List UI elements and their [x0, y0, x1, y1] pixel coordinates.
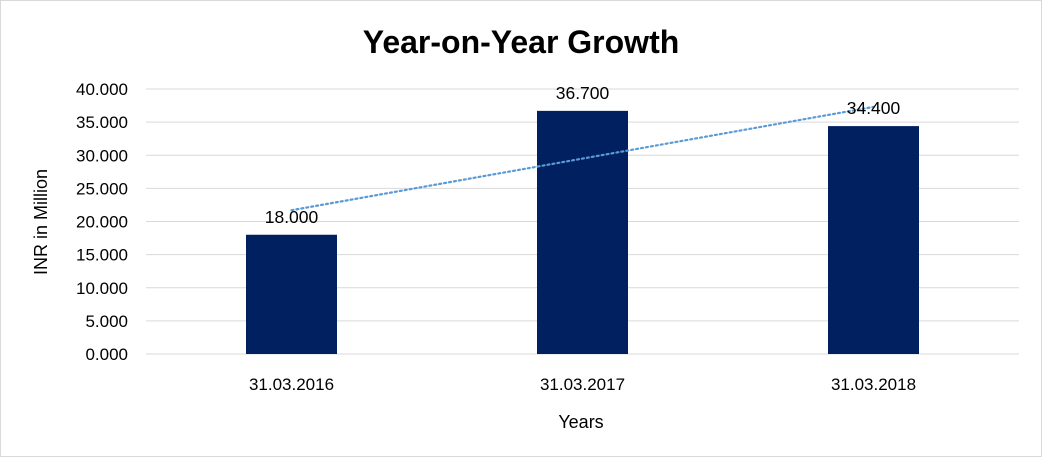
y-tick-label: 20.000 — [76, 213, 128, 232]
y-tick-label: 5.000 — [85, 312, 128, 331]
y-tick-label: 15.000 — [76, 246, 128, 265]
y-tick-label: 35.000 — [76, 113, 128, 132]
data-label: 34.400 — [847, 98, 901, 118]
y-tick-label: 0.000 — [85, 345, 128, 364]
data-label: 36.700 — [556, 83, 610, 103]
y-tick-label: 10.000 — [76, 279, 128, 298]
y-tick-label: 30.000 — [76, 146, 128, 165]
trendline-layer — [290, 105, 875, 212]
y-tick-label: 40.000 — [76, 80, 128, 99]
y-axis-ticks: 0.000 5.000 10.000 15.000 20.000 25.000 30.000… — [76, 80, 128, 364]
data-label: 18.000 — [265, 207, 319, 227]
bar — [246, 234, 337, 354]
data-labels: 18.000 36.700 34.400 — [265, 83, 901, 227]
x-tick-label: 31.03.2017 — [540, 375, 625, 394]
bar — [537, 110, 628, 354]
trendline — [290, 105, 875, 212]
bars — [246, 110, 919, 354]
y-tick-label: 25.000 — [76, 179, 128, 198]
x-tick-label: 31.03.2016 — [249, 375, 334, 394]
y-axis-label: INR in Million — [31, 169, 51, 275]
x-tick-label: 31.03.2018 — [831, 375, 916, 394]
x-axis-ticks: 31.03.2016 31.03.2017 31.03.2018 — [249, 375, 916, 394]
chart-title: Year-on-Year Growth — [363, 24, 680, 60]
x-axis-label: Years — [558, 412, 603, 432]
bar — [828, 126, 919, 354]
